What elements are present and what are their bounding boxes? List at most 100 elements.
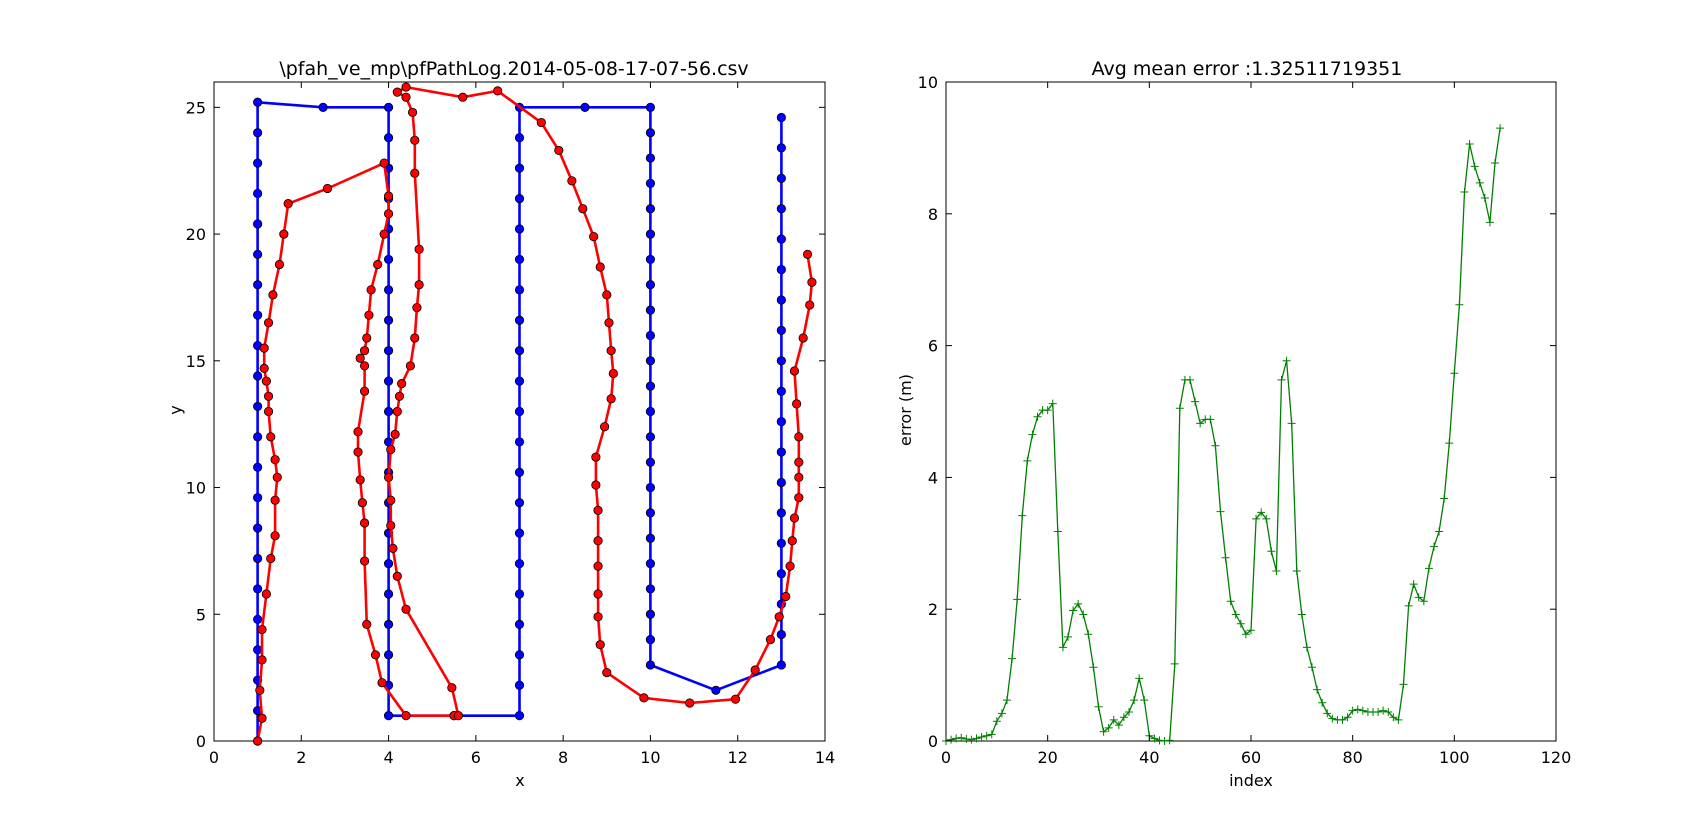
- error-chart-series-0-point: [1003, 696, 1011, 705]
- error-chart-series-0-point: [987, 730, 996, 739]
- path-chart-series-0-point: [383, 315, 394, 325]
- error-chart-series-0-point: [1084, 630, 1093, 639]
- path-chart-series-1-point: [261, 376, 271, 386]
- path-chart-x-axis-label: x: [515, 771, 524, 790]
- path-chart-series-1-point: [591, 480, 601, 490]
- path-chart-series-1-point: [270, 455, 280, 465]
- path-chart-series-1-point: [567, 176, 577, 186]
- path-chart-series-0-point: [645, 229, 656, 239]
- path-chart-series-0-point: [776, 325, 786, 335]
- path-chart-series-1-point: [602, 667, 612, 678]
- path-chart-series-1-point: [268, 290, 278, 300]
- error-chart-series-0-point: [1353, 705, 1362, 714]
- path-chart-series-1-point: [765, 635, 776, 645]
- error-chart-series-0-point: [1424, 564, 1433, 573]
- path-chart-x-tick-label: 12: [728, 748, 748, 767]
- error-chart-series-0-point: [1414, 593, 1423, 602]
- error-chart-series-0-point: [1175, 404, 1184, 413]
- path-chart-series-0-point: [514, 133, 525, 143]
- path-chart-series-1-point: [279, 229, 289, 239]
- path-chart-series-0-point: [383, 619, 394, 630]
- error-chart-tick-group: 0 20 40 60 80 100 120 0 2 4 6 8 10: [918, 73, 1572, 767]
- error-chart-series-0-point: [1394, 715, 1403, 724]
- error-chart-x-tick-label: 60: [1241, 748, 1261, 767]
- error-chart-series-0-point: [1043, 406, 1052, 415]
- error-chart-series-0-point: [1318, 698, 1327, 707]
- error-chart-x-tick-label: 100: [1439, 748, 1470, 767]
- path-chart-series-1-point: [602, 290, 612, 300]
- path-chart-series-1-point: [362, 333, 372, 343]
- error-chart-series-0-point: [1069, 606, 1078, 615]
- error-chart-series-0-point: [1409, 580, 1418, 589]
- path-chart-series-0-point: [776, 112, 786, 123]
- error-chart-series-0-point: [1247, 626, 1255, 635]
- path-chart-series-1-point: [266, 432, 276, 442]
- error-chart-series-0-point: [1282, 356, 1291, 365]
- path-chart-series-0-point: [253, 553, 263, 564]
- path-chart-series-0-point: [253, 614, 263, 624]
- error-chart-series-0-point: [947, 735, 956, 744]
- error-chart-series-0-point: [1302, 643, 1311, 652]
- error-chart-x-tick-label: 20: [1037, 748, 1057, 767]
- error-chart-series-0-point: [957, 733, 966, 742]
- path-chart-series-1-point: [595, 640, 605, 650]
- error-chart-series-0-point: [1440, 494, 1449, 503]
- path-chart-series-0-point: [253, 128, 263, 138]
- error-chart-series-0-point: [952, 734, 961, 743]
- path-chart-series-0-point: [645, 508, 656, 518]
- path-chart-series-1-point: [397, 379, 407, 389]
- error-chart-series-0-point: [1358, 706, 1367, 715]
- path-chart-series-1-point: [386, 520, 396, 531]
- path-chart-series-1-point: [266, 553, 276, 564]
- error-chart-x-tick-label: 0: [941, 748, 951, 767]
- error-chart-y-tick-label: 6: [928, 337, 938, 356]
- error-chart-series-0-point: [1277, 375, 1286, 384]
- path-chart-series-1-point: [410, 168, 420, 178]
- path-chart-series-1-point: [789, 366, 800, 376]
- path-chart-series-0-point: [645, 635, 656, 645]
- path-chart-series-1-point: [412, 302, 422, 313]
- error-chart-x-tick-label: 120: [1541, 748, 1572, 767]
- path-chart-y-tick-label: 25: [186, 98, 206, 117]
- error-chart-x-axis-label: index: [1229, 771, 1273, 790]
- path-chart-series-0-point: [645, 178, 656, 188]
- error-chart-series-0-point: [1216, 507, 1225, 516]
- path-chart-series-1-point: [274, 259, 285, 270]
- error-chart-series-0-point: [1135, 674, 1144, 683]
- path-chart-series-0-point: [645, 254, 656, 265]
- path-chart-series-1-point: [593, 561, 603, 571]
- error-chart-series-0-point: [1272, 566, 1281, 575]
- error-chart-series-0-point: [1155, 736, 1164, 745]
- path-chart-series-1-point: [405, 361, 415, 371]
- path-chart-series-0-point: [514, 558, 525, 569]
- error-chart-series-0-point: [1079, 610, 1088, 619]
- error-chart-series-0-point: [1485, 218, 1494, 227]
- path-chart-series-1-point: [787, 536, 797, 546]
- path-chart: \pfah_ve_mp\pfPathLog.2014-05-08-17-07-5…: [166, 58, 835, 790]
- path-chart-x-tick-label: 14: [815, 748, 835, 767]
- path-chart-series-1-point: [591, 452, 601, 462]
- error-chart-series-0-point: [1226, 597, 1235, 606]
- path-chart-series-1-point: [355, 353, 365, 363]
- path-chart-x-tick-label: 2: [296, 748, 306, 767]
- path-chart-series-1-point: [366, 285, 376, 295]
- error-chart-series-0-point: [1236, 619, 1245, 628]
- path-chart-series-1-point: [383, 191, 394, 201]
- path-chart-series-1-point: [357, 498, 367, 508]
- path-chart-series-0-point: [514, 193, 525, 204]
- path-chart-series-0-point: [253, 401, 263, 412]
- error-chart-series-0-point: [1287, 419, 1296, 428]
- path-chart-series-1-point: [794, 472, 804, 482]
- path-chart-title: \pfah_ve_mp\pfPathLog.2014-05-08-17-07-5…: [279, 58, 748, 80]
- error-chart-series-0-point: [1160, 737, 1169, 745]
- path-chart-series-1-point: [401, 82, 411, 92]
- path-chart-series-1-point: [458, 92, 468, 102]
- path-chart-series-0-point: [514, 163, 525, 173]
- path-chart-series-0-point: [776, 508, 786, 518]
- path-chart-series-1-point: [595, 262, 605, 272]
- error-chart-series-0-point: [1297, 610, 1306, 619]
- error-chart-series-0-point: [1191, 397, 1200, 406]
- path-chart-series-0-point: [776, 447, 786, 457]
- error-chart-series-0-point: [1023, 456, 1032, 465]
